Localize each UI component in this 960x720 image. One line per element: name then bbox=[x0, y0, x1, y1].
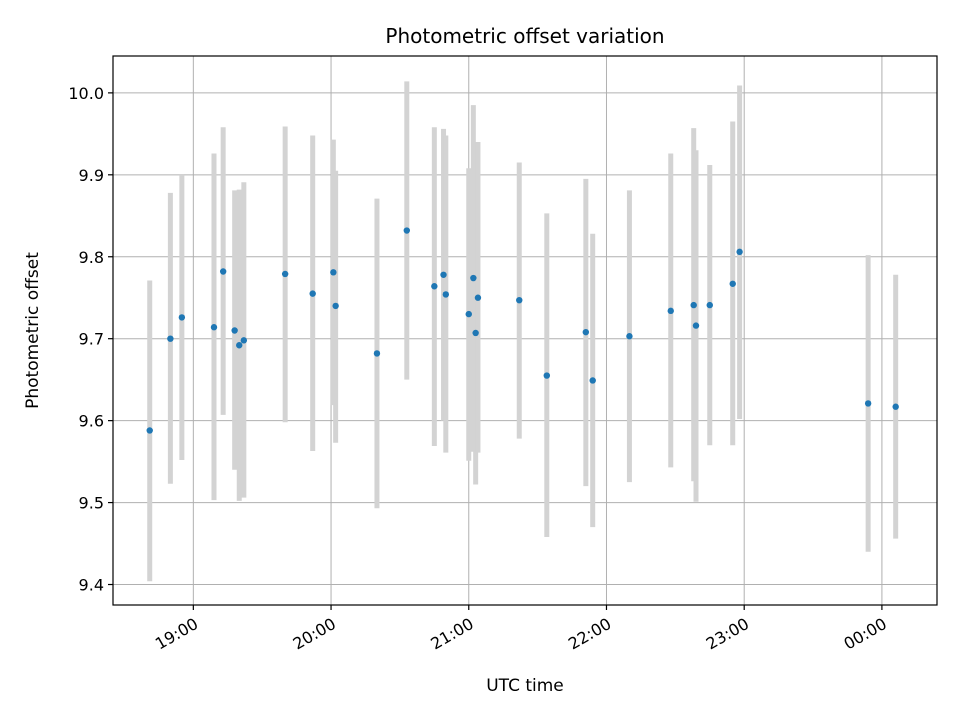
data-point bbox=[210, 324, 218, 331]
data-point bbox=[167, 335, 174, 342]
data-point bbox=[470, 274, 477, 282]
data-point bbox=[219, 268, 227, 275]
data-point bbox=[281, 270, 289, 278]
y-tick-label: 9.9 bbox=[79, 166, 104, 185]
y-axis-ticks: 9.4 9.5 9.6 9.7 9.8 9.9 10.0 bbox=[68, 84, 113, 595]
data-point bbox=[706, 301, 713, 309]
data-point bbox=[403, 227, 410, 234]
data-point bbox=[332, 302, 339, 310]
data-point bbox=[330, 269, 337, 276]
data-point bbox=[516, 296, 523, 304]
data-points bbox=[146, 227, 899, 434]
data-point bbox=[892, 403, 899, 410]
data-point bbox=[690, 301, 697, 309]
data-point bbox=[442, 291, 450, 298]
data-point bbox=[626, 333, 633, 340]
y-tick-label: 9.5 bbox=[79, 494, 104, 513]
data-point bbox=[472, 329, 479, 337]
data-point bbox=[582, 328, 590, 336]
y-tick-label: 9.4 bbox=[79, 576, 104, 595]
y-axis-title: Photometric offset bbox=[23, 252, 43, 409]
plot-frame bbox=[112, 55, 938, 606]
data-point bbox=[729, 280, 736, 287]
data-point bbox=[240, 337, 248, 344]
data-point bbox=[465, 310, 472, 318]
x-axis-title: UTC time bbox=[486, 676, 564, 696]
data-point bbox=[440, 271, 447, 278]
data-point bbox=[736, 248, 743, 256]
y-tick-label: 9.7 bbox=[79, 330, 104, 349]
y-tick-label: 10.0 bbox=[68, 84, 104, 103]
data-point bbox=[309, 290, 316, 297]
y-tick-label: 9.8 bbox=[79, 248, 104, 267]
data-point bbox=[589, 377, 596, 384]
data-point bbox=[543, 372, 551, 379]
chart-title: Photometric offset variation bbox=[385, 24, 664, 48]
data-point bbox=[474, 294, 482, 301]
data-point bbox=[431, 283, 438, 290]
data-point bbox=[178, 314, 186, 321]
data-point bbox=[692, 322, 700, 329]
y-tick-label: 9.6 bbox=[79, 412, 104, 431]
data-point bbox=[231, 327, 238, 334]
data-point bbox=[864, 400, 872, 407]
data-point bbox=[373, 350, 381, 357]
data-point bbox=[667, 307, 674, 315]
data-point bbox=[146, 427, 153, 434]
data-point bbox=[236, 342, 243, 349]
